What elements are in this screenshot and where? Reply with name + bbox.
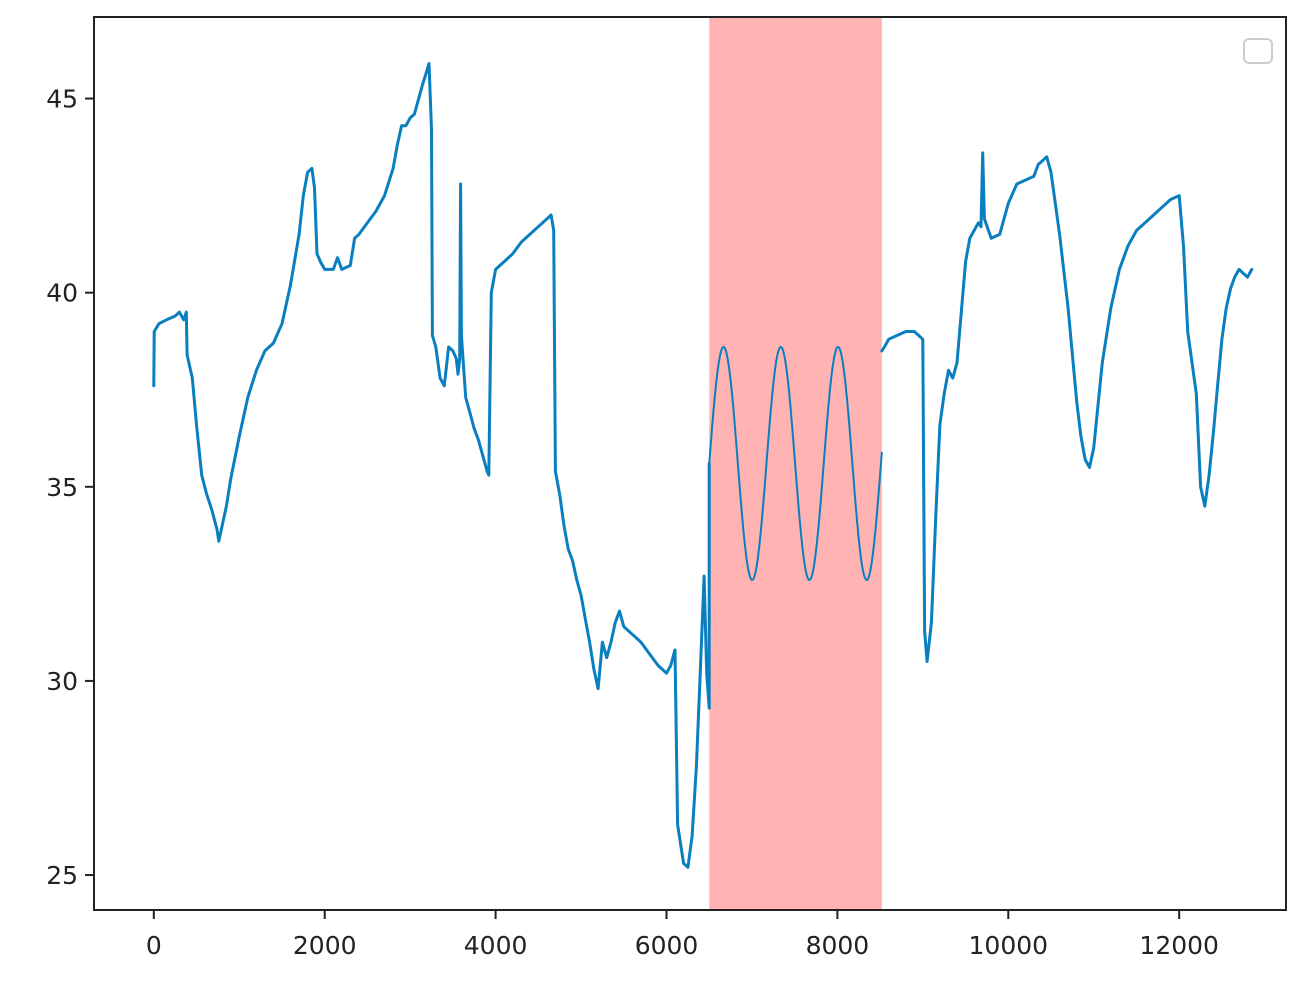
- series-line-1: [152, 62, 711, 869]
- x-tick-label: 10000: [969, 931, 1049, 960]
- plot-frame: [93, 16, 1287, 911]
- series-line-3: [708, 346, 883, 581]
- y-tick-label: 30: [46, 667, 78, 696]
- x-tick-label: 0: [146, 931, 162, 960]
- series-line-2: [880, 151, 1254, 663]
- y-tick-label: 40: [46, 279, 78, 308]
- x-tick-label: 12000: [1139, 931, 1219, 960]
- axis-ticks: 0 2000 4000 6000 8000 10000 12000 25 30 35 40 45: [46, 85, 1219, 960]
- legend-box: [1243, 38, 1273, 64]
- x-tick-label: 6000: [635, 931, 699, 960]
- plot-area: [152, 17, 1254, 910]
- x-tick-label: 4000: [464, 931, 528, 960]
- x-tick-label: 8000: [806, 931, 870, 960]
- x-tick-label: 2000: [293, 931, 357, 960]
- y-tick-label: 45: [46, 85, 78, 114]
- y-tick-label: 35: [46, 473, 78, 502]
- y-tick-label: 25: [46, 861, 78, 890]
